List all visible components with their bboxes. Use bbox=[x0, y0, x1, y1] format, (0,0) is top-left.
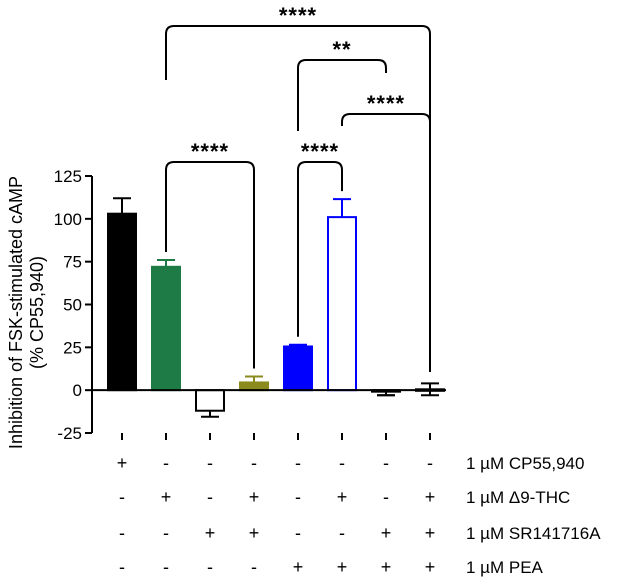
y-tick-label: 0 bbox=[73, 381, 82, 400]
condition-mark: - bbox=[119, 487, 125, 507]
y-tick-label: 75 bbox=[63, 253, 82, 272]
condition-mark: + bbox=[117, 453, 128, 473]
significance-label-4: ** bbox=[332, 37, 351, 62]
condition-mark: + bbox=[161, 487, 172, 507]
bars bbox=[107, 197, 445, 418]
condition-label: 1 µM CP55,940 bbox=[466, 454, 584, 473]
significance-label-5: **** bbox=[279, 3, 317, 28]
condition-mark: - bbox=[251, 557, 257, 577]
condition-mark: + bbox=[381, 557, 392, 577]
y-tick-label: 100 bbox=[54, 210, 82, 229]
condition-mark: - bbox=[163, 557, 169, 577]
significance-bracket-4 bbox=[297, 59, 387, 131]
condition-mark: - bbox=[207, 557, 213, 577]
condition-mark: - bbox=[163, 453, 169, 473]
significance-label-3: **** bbox=[367, 91, 405, 116]
condition-mark: - bbox=[163, 523, 169, 543]
condition-table: + - - - - - - - 1 µM CP55,940 - + - + - + - +1 µM Δ9-THC… bbox=[117, 453, 601, 577]
bar-2 bbox=[151, 265, 181, 392]
condition-label: 1 µM SR141716A bbox=[466, 524, 601, 543]
condition-mark: - bbox=[295, 487, 301, 507]
condition-mark: - bbox=[119, 557, 125, 577]
significance-label-2: **** bbox=[301, 139, 339, 164]
condition-label: 1 µM PEA bbox=[466, 558, 544, 577]
condition-mark: + bbox=[293, 557, 304, 577]
condition-mark: - bbox=[207, 487, 213, 507]
y-tick-label: 50 bbox=[63, 296, 82, 315]
condition-mark: - bbox=[295, 453, 301, 473]
y-axis-label-line: (% CP55,940) bbox=[27, 256, 47, 369]
bar-6 bbox=[327, 216, 357, 392]
y-axis-label: Inhibition of FSK-stimulated cAMP(% CP55… bbox=[6, 176, 47, 449]
condition-mark: - bbox=[339, 453, 345, 473]
significance-bracket-2 bbox=[297, 161, 343, 337]
condition-mark: - bbox=[427, 453, 433, 473]
condition-mark: - bbox=[251, 453, 257, 473]
bar-3 bbox=[195, 389, 225, 412]
condition-mark: - bbox=[339, 523, 345, 543]
condition-mark: + bbox=[337, 487, 348, 507]
condition-mark: + bbox=[249, 523, 260, 543]
significance-bracket-1 bbox=[165, 161, 255, 369]
significance-label-1: **** bbox=[191, 139, 229, 164]
condition-mark: - bbox=[207, 453, 213, 473]
condition-label: 1 µM Δ9-THC bbox=[466, 488, 570, 507]
condition-mark: + bbox=[425, 487, 436, 507]
y-tick-label: 125 bbox=[54, 167, 82, 186]
condition-mark: + bbox=[381, 523, 392, 543]
bar-1 bbox=[107, 212, 137, 392]
condition-mark: - bbox=[383, 453, 389, 473]
condition-mark: + bbox=[425, 557, 436, 577]
y-tick-label: 25 bbox=[63, 338, 82, 357]
condition-mark: - bbox=[383, 487, 389, 507]
condition-mark: + bbox=[337, 557, 348, 577]
condition-mark: + bbox=[205, 523, 216, 543]
significance-brackets: **** ************** bbox=[165, 3, 431, 372]
condition-mark: - bbox=[119, 523, 125, 543]
y-axis: -25 0 25 50 75 100 125 bbox=[54, 167, 93, 443]
x-axis bbox=[92, 389, 446, 440]
y-axis-label-line: Inhibition of FSK-stimulated cAMP bbox=[6, 176, 26, 449]
condition-mark: - bbox=[295, 523, 301, 543]
condition-mark: + bbox=[425, 523, 436, 543]
bar-5 bbox=[283, 345, 313, 392]
significance-bracket-5 bbox=[165, 25, 431, 372]
bar-4 bbox=[239, 381, 269, 392]
condition-mark: + bbox=[249, 487, 260, 507]
y-tick-label: -25 bbox=[57, 424, 82, 443]
